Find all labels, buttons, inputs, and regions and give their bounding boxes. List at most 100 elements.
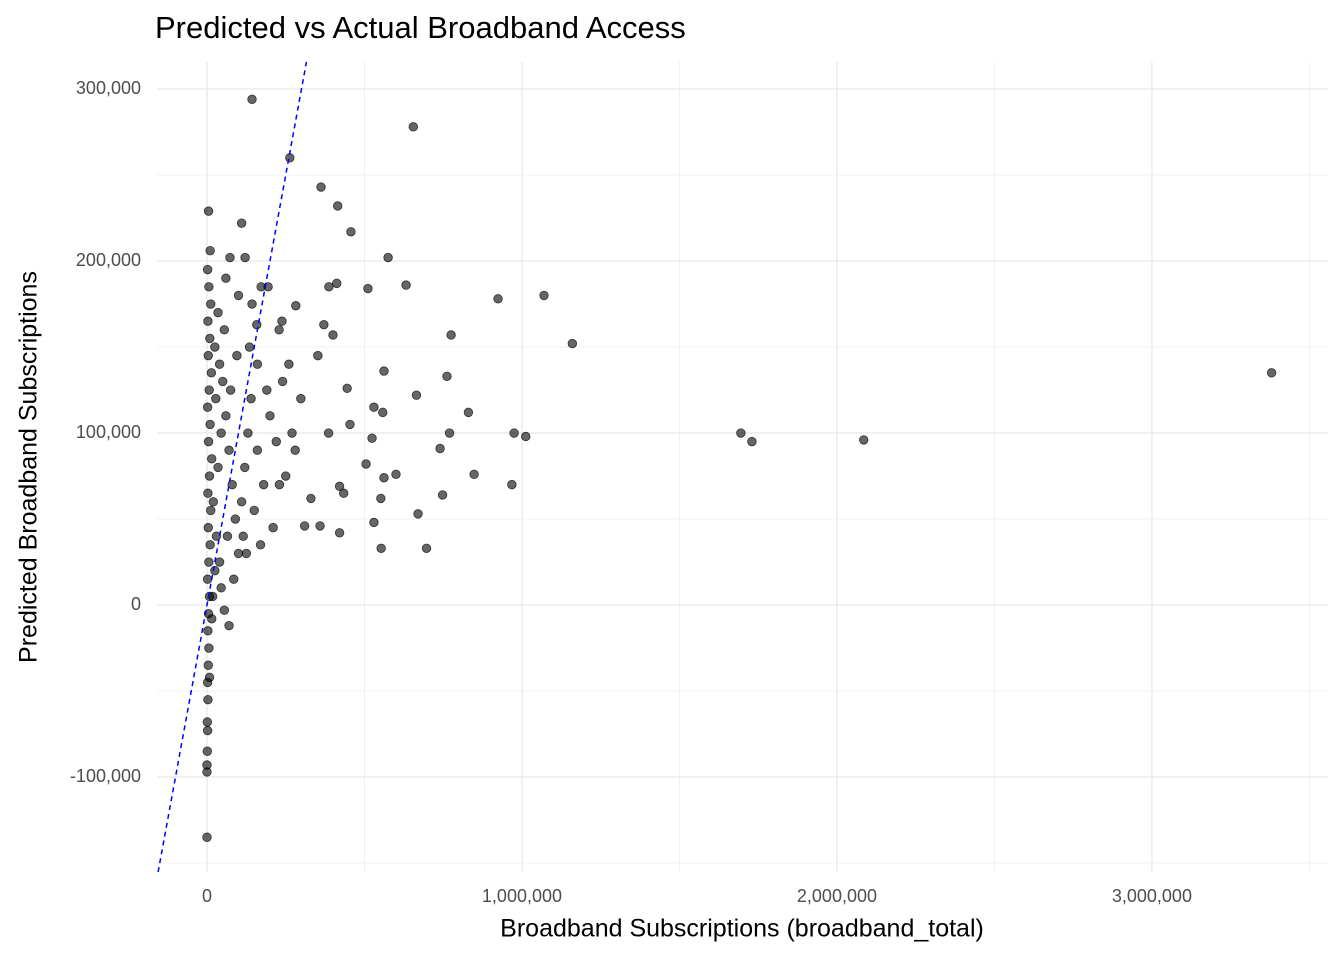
point: [205, 245, 215, 256]
point: [299, 521, 310, 531]
point: [306, 493, 316, 504]
point: [219, 325, 230, 335]
point: [208, 497, 218, 507]
point: [203, 488, 213, 498]
point: [246, 393, 256, 404]
y-tick-label: 300,000: [76, 78, 141, 98]
point: [256, 282, 266, 292]
point: [203, 350, 213, 361]
point: [211, 531, 222, 541]
point: [258, 479, 269, 490]
point: [233, 290, 244, 301]
point: [247, 299, 257, 309]
point: [222, 531, 233, 541]
reference-line: [157, 61, 308, 873]
point: [243, 428, 253, 438]
point: [210, 342, 220, 352]
point: [567, 338, 578, 349]
point: [521, 431, 531, 442]
point: [442, 371, 452, 381]
point: [493, 294, 503, 304]
point: [240, 462, 250, 473]
point: [334, 528, 345, 538]
point: [238, 531, 248, 541]
point: [204, 282, 214, 292]
point: [207, 614, 217, 624]
point: [345, 419, 355, 430]
point: [224, 620, 234, 631]
point: [369, 517, 379, 528]
point: [203, 436, 214, 447]
point: [291, 301, 301, 311]
point: [203, 316, 213, 326]
point: [369, 402, 379, 412]
point: [203, 522, 213, 533]
point: [334, 481, 345, 492]
point: [202, 760, 212, 770]
y-tick-label: 200,000: [76, 250, 141, 270]
point: [204, 385, 214, 395]
point: [265, 411, 275, 421]
x-tick-label: 0: [202, 886, 212, 906]
point: [379, 366, 389, 376]
y-axis-title: Predicted Broadband Subscriptions: [15, 271, 43, 663]
point: [252, 319, 262, 330]
point: [202, 746, 213, 756]
point: [233, 548, 244, 559]
point: [213, 462, 223, 473]
point: [252, 359, 263, 369]
point: [435, 443, 445, 454]
point: [378, 407, 388, 418]
point: [214, 557, 225, 567]
point: [216, 428, 226, 438]
point: [218, 376, 228, 387]
point: [444, 428, 455, 438]
point: [383, 252, 393, 263]
point: [247, 94, 257, 105]
point: [206, 368, 217, 378]
point: [421, 543, 432, 553]
point: [205, 333, 215, 344]
point: [204, 643, 214, 653]
x-axis-title: Broadband Subscriptions (broadband_total…: [500, 915, 984, 943]
point: [413, 509, 423, 519]
point: [221, 273, 231, 283]
point: [230, 514, 241, 524]
point: [211, 393, 221, 404]
point: [229, 574, 239, 584]
point: [213, 307, 223, 318]
point: [202, 264, 213, 275]
point: [315, 521, 325, 531]
point: [210, 565, 220, 576]
point: [287, 428, 297, 438]
point: [219, 605, 230, 615]
point: [376, 543, 386, 553]
point: [249, 505, 259, 516]
point: [214, 359, 225, 369]
point: [859, 435, 869, 445]
point: [391, 469, 401, 480]
x-tick-label: 1,000,000: [482, 886, 562, 906]
point: [225, 385, 236, 395]
point: [262, 385, 272, 395]
point: [255, 540, 266, 550]
point: [284, 359, 294, 369]
point: [244, 342, 255, 352]
point: [376, 493, 386, 504]
point: [367, 433, 377, 443]
point: [202, 725, 213, 736]
point: [1266, 368, 1277, 378]
point: [323, 428, 334, 438]
point: [346, 227, 356, 237]
point: [469, 469, 479, 480]
point: [509, 428, 519, 438]
y-tick-label: -100,000: [70, 766, 141, 786]
chart-title: Predicted vs Actual Broadband Access: [155, 10, 686, 45]
point: [446, 330, 456, 340]
point: [205, 419, 215, 430]
point: [507, 479, 517, 490]
point: [203, 206, 214, 216]
point: [277, 316, 287, 326]
point: [204, 471, 215, 481]
